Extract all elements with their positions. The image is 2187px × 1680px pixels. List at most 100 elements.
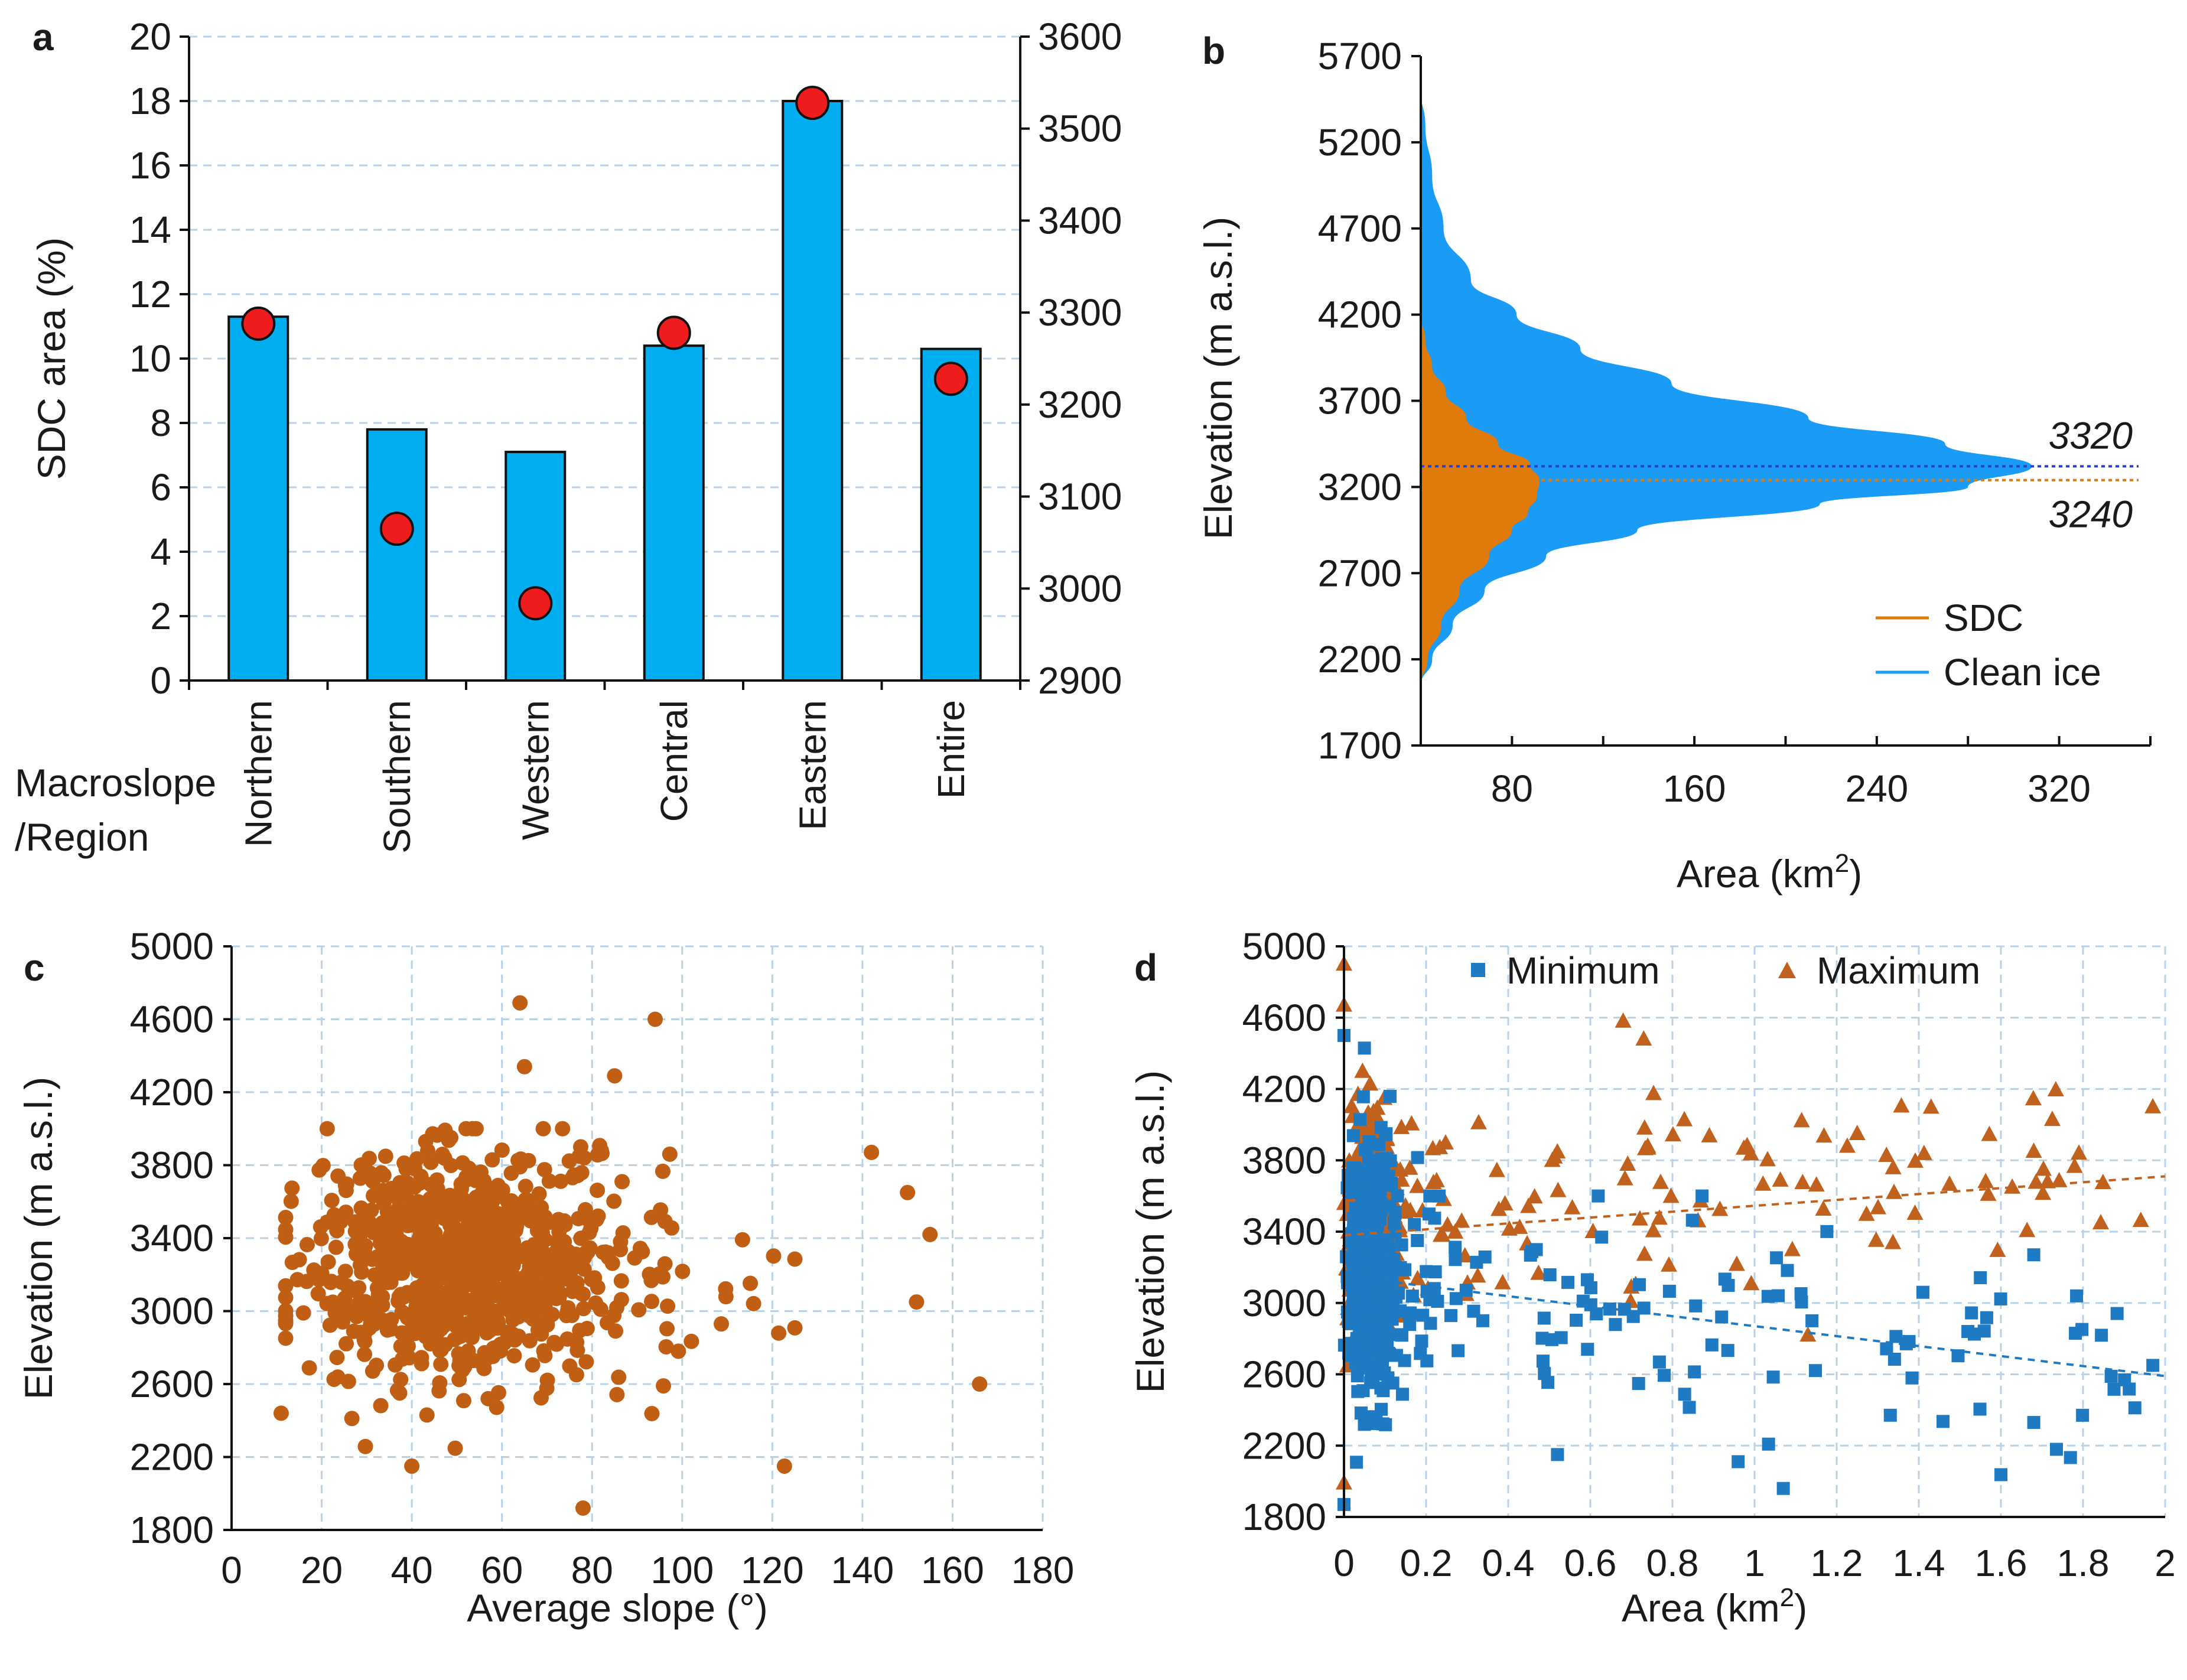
slope-point — [522, 1333, 538, 1349]
slope-point — [283, 1193, 299, 1209]
minimum-point — [1772, 1289, 1785, 1303]
slope-point — [432, 1375, 448, 1391]
maximum-point — [2066, 1157, 2083, 1173]
panel-c-x-tick-label: 160 — [921, 1549, 984, 1591]
slope-point — [537, 1347, 553, 1363]
minimum-point — [1381, 1371, 1395, 1385]
bar-central — [643, 344, 705, 682]
maximum-point — [1619, 1155, 1636, 1171]
slope-point — [330, 1168, 346, 1184]
slope-point — [535, 1121, 551, 1137]
slope-point — [546, 1278, 562, 1294]
maximum-point — [1885, 1158, 1902, 1174]
slope-point — [632, 1241, 648, 1256]
panel-d-y-tick-label: 4200 — [1242, 1068, 1326, 1111]
maximum-point — [2035, 1184, 2052, 1200]
minimum-point — [1362, 1244, 1375, 1258]
slope-point — [364, 1251, 380, 1267]
slope-point — [922, 1226, 938, 1242]
slope-point — [479, 1325, 494, 1341]
maximum-point — [1867, 1231, 1885, 1247]
panel-d-x-tick-label: 1.8 — [2057, 1542, 2110, 1584]
minimum-point — [1965, 1306, 1978, 1320]
maximum-point — [1915, 1144, 1932, 1160]
maximum-point — [1870, 1199, 1887, 1215]
panel-d-x-tick-label: 2 — [2155, 1542, 2176, 1584]
slope-point — [653, 1202, 669, 1218]
maximum-point — [1403, 1115, 1420, 1131]
minimum-point — [1470, 1255, 1483, 1269]
panel-a-y-tick-label: 12 — [129, 273, 171, 315]
slope-point — [611, 1369, 627, 1385]
minimum-point — [2128, 1401, 2142, 1415]
panel-d: d 1800 2200 2600 3000 3400 3800 4200 4600 5000 0… — [1128, 925, 2176, 1630]
panel-d-label: d — [1134, 946, 1157, 989]
minimum-point — [1391, 1189, 1404, 1203]
legend-clean-ice-label: Clean ice — [1944, 651, 2101, 694]
slope-point — [787, 1320, 803, 1336]
minimum-point — [1420, 1265, 1433, 1278]
minimum-point — [1695, 1189, 1709, 1203]
slope-point — [375, 1297, 390, 1313]
minimum-point — [1388, 1206, 1402, 1219]
panel-d-x-tick-label: 1.4 — [1893, 1542, 1945, 1584]
slope-point — [492, 1236, 507, 1252]
minimum-point — [1398, 1354, 1411, 1368]
maximum-point — [1878, 1146, 1895, 1162]
slope-point — [582, 1240, 598, 1256]
minimum-point — [1416, 1308, 1430, 1322]
minimum-point — [2076, 1408, 2090, 1422]
minimum-point — [1887, 1352, 1901, 1366]
maximum-point — [1494, 1274, 1511, 1290]
slope-point — [592, 1138, 608, 1154]
slope-point — [418, 1302, 434, 1318]
minimum-point — [1974, 1271, 1987, 1284]
minimum-point — [1770, 1251, 1784, 1265]
maximum-point — [1906, 1152, 1924, 1168]
slope-point — [613, 1273, 629, 1289]
slope-point — [469, 1269, 485, 1285]
maximum-point — [1701, 1126, 1718, 1142]
slope-point — [647, 1011, 663, 1027]
slope-point — [306, 1262, 322, 1278]
panel-b-x-tick-label: 320 — [2027, 767, 2091, 810]
minimum-point — [1637, 1301, 1651, 1315]
slope-point — [362, 1165, 377, 1181]
minimum-point — [1357, 1262, 1371, 1276]
panel-a-y-tick-label: 0 — [150, 659, 171, 702]
slope-point — [565, 1284, 581, 1300]
maximum-point — [1660, 1256, 1677, 1272]
slope-point — [338, 1183, 354, 1199]
slope-point — [607, 1068, 623, 1084]
slope-point — [415, 1262, 431, 1278]
minimum-point — [1951, 1349, 1965, 1363]
slope-point — [684, 1333, 699, 1349]
slope-point — [455, 1393, 471, 1409]
minimum-point — [1381, 1239, 1395, 1253]
slope-point — [357, 1346, 373, 1362]
slope-point — [442, 1227, 458, 1243]
slope-point — [536, 1162, 552, 1178]
slope-point — [652, 1266, 668, 1282]
slope-point — [394, 1325, 410, 1341]
maximum-point — [1906, 1204, 1924, 1220]
maximum-point — [1815, 1127, 1833, 1143]
slope-point — [553, 1173, 569, 1189]
slope-point — [644, 1406, 660, 1422]
slope-point — [443, 1129, 459, 1145]
minimum-point — [1354, 1406, 1368, 1419]
minimum-point — [2027, 1416, 2040, 1430]
minimum-point — [1395, 1329, 1408, 1342]
slope-point — [549, 1259, 565, 1275]
maximum-point — [2092, 1214, 2109, 1230]
elevation-marker-northern — [241, 306, 276, 341]
panel-d-y-title: Elevation (m a.s.l.) — [1128, 1070, 1172, 1394]
minimum-point — [1570, 1313, 1583, 1327]
slope-point — [743, 1275, 759, 1291]
slope-point — [503, 1193, 519, 1209]
slope-point — [295, 1305, 311, 1321]
legend-sdc-label: SDC — [1944, 597, 2023, 639]
slope-point — [284, 1180, 300, 1196]
slope-point — [771, 1325, 787, 1341]
panel-c-y-tick-label: 4600 — [130, 998, 214, 1041]
